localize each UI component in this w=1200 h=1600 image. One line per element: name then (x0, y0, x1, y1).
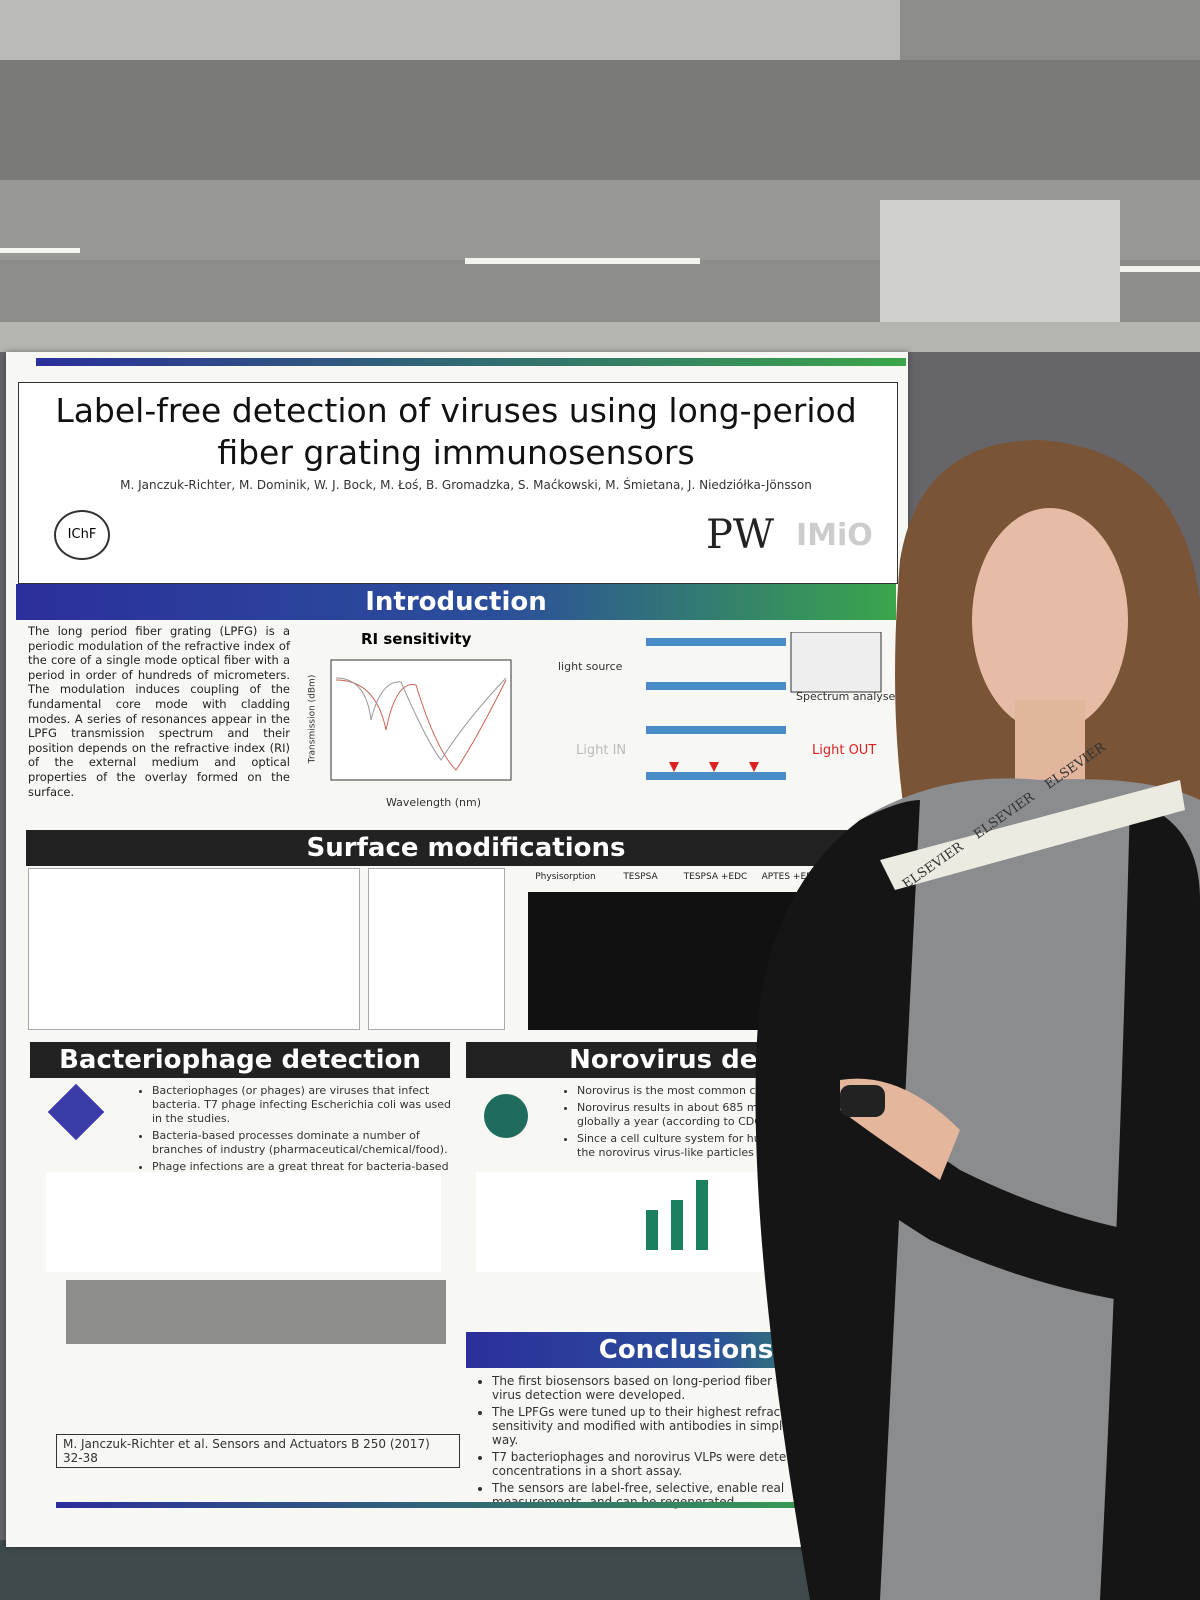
chart-bar (696, 1180, 708, 1250)
norovirus-icon (484, 1094, 528, 1138)
poster: Label-free detection of viruses using lo… (6, 352, 908, 1547)
bullet: The first biosensors based on long-perio… (492, 1374, 822, 1402)
ceiling-light (465, 258, 700, 264)
bullet-list: Norovirus is the most common cause Norovi… (561, 1084, 827, 1163)
analyser (790, 632, 882, 693)
watch (840, 1085, 885, 1117)
chart-bar (671, 1200, 683, 1250)
diagram-label: Light IN (576, 743, 627, 758)
bottom-stripe (56, 1502, 906, 1508)
fiber (646, 682, 786, 690)
top-stripe (36, 358, 906, 366)
logo: IChF (54, 510, 110, 560)
column-label: TESPSA (623, 872, 658, 882)
section-heading: Introduction (16, 584, 896, 620)
bullet: Bacteriophages (or phages) are viruses t… (152, 1084, 452, 1126)
phage-charts (46, 1172, 441, 1272)
virus-icon (709, 762, 719, 772)
microscopy-images (66, 1280, 446, 1344)
plot-frame (330, 659, 512, 781)
bullet: Norovirus is the most common cause (577, 1084, 827, 1098)
authors: M. Janczuk-Richter, M. Dominik, W. J. Bo… (120, 478, 812, 492)
column-labels: Physisorption TESPSA TESPSA +EDC APTES +EDC (528, 872, 828, 892)
bullet-list: Bacteriophages (or phages) are viruses t… (136, 1084, 452, 1191)
ceiling-beam (0, 60, 1200, 180)
ceiling-light (0, 248, 80, 253)
virus-icon (749, 762, 759, 772)
cardigan (755, 800, 920, 1600)
section-heading: Surface modifications (26, 830, 906, 866)
face (972, 508, 1128, 732)
spectrum-figure (330, 659, 512, 781)
fiber (646, 638, 786, 646)
setup-diagram (646, 632, 882, 780)
virus-icon (669, 762, 679, 772)
bullet: T7 bacteriophages and norovirus VLPs wer… (492, 1450, 822, 1478)
shirt (820, 778, 1200, 1600)
column-label: APTES +EDC (761, 872, 820, 882)
logo: PW (706, 512, 775, 558)
diagram-label: light source (558, 660, 623, 673)
section-heading: Bacteriophage detection (30, 1042, 450, 1078)
column-label: TESPSA +EDC (683, 872, 748, 882)
spectrum-curve (335, 679, 507, 771)
ceiling-light (1095, 266, 1200, 272)
pillar (880, 200, 1120, 340)
bullet: The LPFGs were tuned up to their highest… (492, 1405, 822, 1447)
lanyard (880, 780, 1185, 890)
ceiling-panel (0, 0, 900, 60)
x-axis-label: Wavelength (nm) (386, 796, 482, 809)
title-box (18, 382, 898, 584)
logo: IMiO (796, 518, 873, 553)
board-frame (0, 322, 1200, 352)
bullet: Norovirus results in about 685 million c… (577, 1101, 827, 1129)
diagram-label: Spectrum analyser (796, 690, 900, 703)
bullet: Bacteria-based processes dominate a numb… (152, 1129, 452, 1157)
chart-bar (646, 1210, 658, 1250)
cardigan (1100, 800, 1200, 1600)
spectrum-curve (335, 677, 507, 761)
title: Label-free detection of viruses using lo… (55, 391, 857, 472)
citation: M. Janczuk-Richter et al. Sensors and Ac… (56, 1434, 460, 1468)
chart-title: RI sensitivity (361, 630, 472, 648)
chemistry-scheme (28, 868, 360, 1030)
column-label: Physisorption (535, 872, 596, 882)
legend-box (368, 868, 505, 1030)
fiber (646, 726, 786, 734)
diagram-label: Light OUT (812, 743, 877, 758)
fiber (646, 772, 786, 780)
neck (1015, 700, 1085, 790)
intro-text: The long period fiber grating (LPFG) is … (28, 624, 290, 799)
